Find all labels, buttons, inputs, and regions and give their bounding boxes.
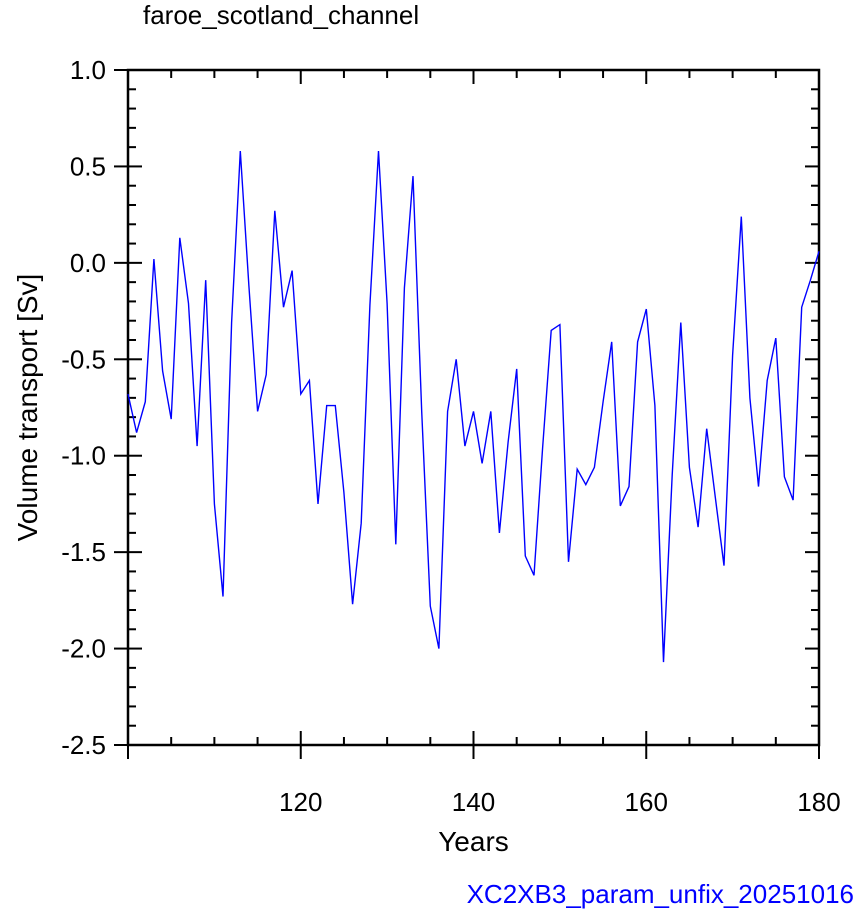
chart-title: faroe_scotland_channel bbox=[143, 0, 420, 30]
x-axis-ticks: 120 140 160 180 bbox=[127, 70, 841, 817]
x-tick-label: 160 bbox=[625, 787, 668, 817]
y-axis-ticks: 1.0 0.5 0.0 -0.5 -1.0 -1.5 -2.0 -2.5 bbox=[61, 55, 819, 760]
plot-border bbox=[126, 68, 821, 747]
y-tick-label: 0.0 bbox=[70, 248, 106, 278]
y-tick-label: -2.0 bbox=[61, 634, 106, 664]
y-tick-label: -1.5 bbox=[61, 537, 106, 567]
y-tick-label: 1.0 bbox=[70, 55, 106, 85]
y-tick-label: -2.5 bbox=[61, 730, 106, 760]
y-axis-label: Volume transport [Sv] bbox=[12, 274, 43, 542]
x-tick-label: 120 bbox=[279, 787, 322, 817]
series-line bbox=[127, 150, 820, 663]
y-tick-label: -0.5 bbox=[61, 344, 106, 374]
y-tick-label: -1.0 bbox=[61, 441, 106, 471]
run-id-label: XC2XB3_param_unfix_20251016 bbox=[466, 879, 854, 909]
x-tick-label: 180 bbox=[797, 787, 840, 817]
x-tick-label: 140 bbox=[452, 787, 495, 817]
series-layer bbox=[127, 150, 820, 663]
plot-frame bbox=[126, 68, 821, 747]
y-tick-label: 0.5 bbox=[70, 151, 106, 181]
x-axis-label: Years bbox=[438, 826, 509, 857]
